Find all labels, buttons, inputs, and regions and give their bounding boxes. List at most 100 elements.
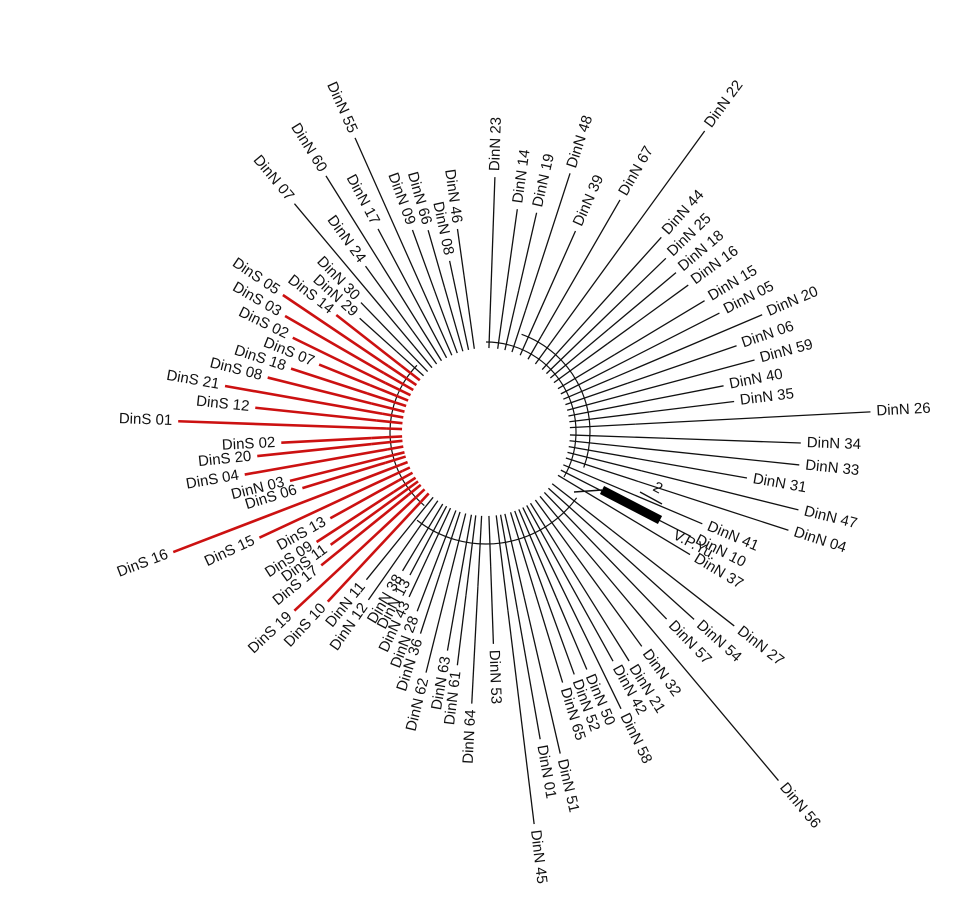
internal-branch — [383, 451, 405, 459]
internal-branch — [567, 451, 642, 472]
internal-branch — [499, 514, 518, 610]
leaf-label: DinN 07 — [250, 152, 298, 204]
leaf-branch — [664, 450, 800, 466]
internal-branch — [383, 371, 414, 392]
leaf-branch — [365, 524, 411, 581]
internal-branch — [366, 392, 407, 408]
leaf-branch — [315, 490, 395, 544]
scale-bar — [639, 491, 663, 505]
internal-branch — [371, 435, 403, 440]
leaf-branch — [490, 566, 495, 644]
leaf-branch — [471, 586, 479, 704]
leaf-branch — [325, 175, 421, 327]
internal-branch — [547, 487, 610, 543]
leaf-label: DinN 39 — [570, 172, 608, 228]
internal-branch — [376, 419, 403, 425]
leaf-branch — [489, 177, 496, 315]
internal-branch — [504, 513, 525, 598]
leaf-branch — [600, 550, 668, 620]
backbone-arc — [521, 333, 591, 468]
internal-branch — [553, 343, 608, 384]
leaf-label: DinS 01 — [119, 410, 173, 429]
leaf-label: DinN 23 — [486, 117, 505, 172]
leaf-branch — [408, 558, 428, 598]
leaf-label: DinN 27 — [734, 623, 787, 670]
internal-branch — [529, 502, 580, 581]
internal-branch — [396, 351, 425, 377]
internal-branch — [419, 325, 443, 362]
root-outgroup: 2 V.P.Yu. — [573, 479, 719, 563]
leaf-branch — [635, 411, 871, 425]
leaf-label: DinN 45 — [527, 829, 550, 885]
leaf-label: DinS 20 — [197, 448, 252, 470]
leaf-branch — [258, 469, 404, 539]
leaf-label: DinN 31 — [751, 470, 807, 496]
leaf-branch — [611, 529, 735, 627]
leaf-branch — [649, 400, 735, 413]
internal-branch — [413, 345, 433, 369]
backbone-arc — [416, 497, 578, 545]
internal-branch — [477, 515, 483, 587]
internal-branch — [465, 515, 477, 596]
leaf-branch — [364, 265, 414, 332]
internal-branch — [566, 392, 632, 411]
internal-branch — [488, 515, 492, 567]
leaf-branch — [575, 538, 779, 781]
leaf-branch — [224, 384, 383, 416]
internal-branch — [557, 354, 615, 390]
leaf-branch — [614, 300, 705, 356]
leaf-branch — [359, 317, 398, 353]
leaf-branch — [267, 376, 372, 405]
leaf-branch — [507, 610, 535, 825]
leaf-branch — [409, 555, 421, 576]
internal-branch — [402, 345, 429, 373]
leaf-label: DinN 22 — [701, 77, 747, 131]
internal-branch — [447, 513, 467, 583]
leaf-branch — [537, 230, 577, 316]
leaf-branch — [523, 597, 561, 754]
internal-branch — [393, 476, 417, 494]
leaf-branch — [293, 203, 415, 347]
internal-branch — [557, 474, 605, 504]
leaf-branch — [377, 228, 421, 309]
internal-branch — [569, 411, 650, 423]
internal-branch — [551, 483, 613, 532]
leaf-branch — [360, 302, 404, 347]
internal-branch — [519, 314, 539, 356]
internal-branch — [386, 427, 403, 431]
leaf-branch — [354, 137, 430, 305]
internal-branch — [418, 503, 444, 544]
leaf-branch — [614, 314, 763, 378]
leaf-branch — [172, 463, 401, 554]
internal-branch — [545, 320, 602, 375]
leaf-branch — [578, 580, 630, 662]
leaf-branch — [608, 272, 677, 330]
leaf-label: DinS 16 — [115, 546, 171, 581]
leaf-label: DinS 12 — [195, 393, 250, 415]
internal-branch — [495, 515, 509, 611]
internal-branch — [399, 460, 409, 467]
leaf-branch — [517, 212, 538, 291]
internal-branch — [539, 495, 577, 540]
leaf-label: DinS 02 — [222, 434, 276, 454]
leaf-branch — [550, 130, 706, 344]
internal-branch — [396, 480, 419, 498]
internal-branch — [426, 507, 452, 560]
leaf-branch — [610, 312, 720, 370]
leaf-branch — [335, 313, 402, 367]
internal-branch — [560, 367, 612, 395]
internal-branch — [452, 277, 470, 350]
internal-branch — [522, 507, 559, 581]
leaf-branch — [448, 260, 454, 278]
internal-branch — [569, 434, 666, 439]
internal-branch — [488, 314, 491, 349]
internal-branch — [416, 500, 439, 531]
leaf-branch — [293, 495, 418, 612]
leaf-label: DinN 61 — [441, 670, 464, 726]
leaf-branch — [320, 493, 410, 567]
leaf-label: DinN 17 — [343, 172, 383, 228]
internal-branch — [371, 439, 403, 446]
leaf-label: DinN 55 — [323, 79, 361, 135]
leaf-branch — [575, 236, 662, 333]
